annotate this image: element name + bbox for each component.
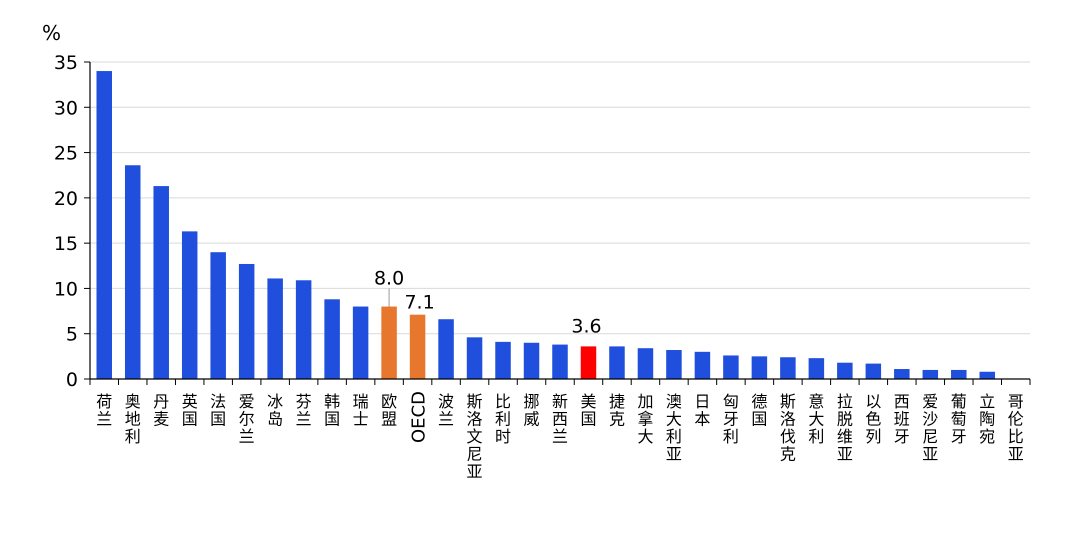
x-tick-label: 新西兰 [552, 392, 568, 446]
y-tick-label: 35 [54, 52, 78, 74]
x-tick-label: 冰岛 [267, 392, 283, 429]
gridlines [90, 61, 1030, 335]
x-tick-label: 澳大利亚 [666, 392, 682, 464]
x-tick-label: 哥伦比亚 [1008, 392, 1024, 464]
bar [124, 165, 141, 379]
x-tick-label: 以色列 [865, 392, 881, 446]
bar [666, 350, 682, 379]
bar [808, 358, 825, 379]
x-tick-label: 欧盟 [381, 392, 397, 429]
data-label: 7.1 [404, 292, 434, 314]
x-tick-label: 葡萄牙 [951, 392, 967, 446]
x-tick-label: 丹麦 [153, 392, 169, 429]
x-tick-label: 日本 [694, 392, 710, 429]
bar [979, 371, 996, 379]
y-tick-labels: 0 5 10 15 20 25 30 35 [54, 52, 78, 391]
data-label: 3.6 [571, 315, 601, 337]
bar [609, 346, 625, 379]
x-tick-label: 爱尔兰 [239, 392, 255, 446]
x-tick-label: 比利时 [495, 392, 511, 446]
bar [267, 278, 283, 379]
bar [96, 71, 112, 380]
bar [153, 186, 169, 379]
bar [723, 355, 739, 379]
bar [865, 363, 882, 379]
x-tick-label: 立陶宛 [979, 392, 995, 446]
bar [523, 342, 540, 379]
bar [381, 306, 397, 379]
bar [922, 369, 939, 379]
x-tick-label: 波兰 [438, 392, 454, 429]
data-label: 8.0 [374, 268, 404, 290]
y-tick-label: 25 [54, 143, 78, 165]
bar [352, 306, 369, 379]
y-tick-label: 0 [66, 369, 78, 391]
bar [951, 369, 967, 379]
y-unit-label: % [42, 21, 61, 45]
x-tick-label: 芬兰 [296, 392, 312, 429]
bar [210, 252, 226, 379]
x-tick-label: 德国 [751, 392, 767, 429]
bar [780, 357, 796, 379]
bars [96, 71, 996, 380]
x-tick-label: 捷克 [609, 392, 625, 429]
x-tick-label: 斯洛文尼亚 [467, 392, 483, 481]
x-tick-label: 西班牙 [894, 392, 910, 446]
y-tick-label: 5 [66, 324, 78, 346]
axes [84, 61, 1031, 385]
y-tick-label: 15 [54, 233, 78, 255]
bar [552, 344, 568, 379]
bar [181, 231, 198, 379]
bar [238, 263, 255, 379]
y-tick-label: 30 [54, 97, 78, 119]
x-tick-label: 拉脱维亚 [837, 392, 853, 464]
bar [637, 348, 654, 379]
x-tick-label: OECD [409, 391, 430, 443]
bar [495, 341, 511, 379]
bar [438, 319, 454, 379]
bar [409, 314, 426, 379]
x-tick-label: 法国 [210, 392, 226, 429]
x-tick-label: 斯洛伐克 [780, 392, 796, 464]
x-tick-label: 匈牙利 [723, 392, 739, 446]
x-tick-label: 奥地利 [125, 392, 141, 446]
data-labels: 8.07.1 3.6 [374, 268, 602, 338]
x-tick-label: 挪威 [524, 392, 540, 429]
x-tick-label: 英国 [182, 392, 198, 429]
y-tick-label: 10 [54, 278, 78, 300]
bar [837, 362, 853, 379]
bar [894, 369, 910, 379]
x-tick-label: 美国 [580, 392, 596, 429]
bar [580, 346, 597, 379]
x-tick-label: 爱沙尼亚 [922, 392, 938, 464]
bar [694, 351, 711, 379]
x-tick-label: 瑞士 [353, 392, 369, 429]
bar [295, 280, 312, 379]
x-tick-label: 加拿大 [637, 392, 653, 446]
x-tick-label: 韩国 [324, 392, 340, 429]
bar [466, 337, 483, 379]
x-tick-label: 荷兰 [96, 392, 112, 429]
bar [751, 356, 768, 379]
bar [324, 299, 340, 379]
y-tick-label: 20 [54, 188, 78, 210]
x-tick-label: 意大利 [808, 392, 824, 446]
